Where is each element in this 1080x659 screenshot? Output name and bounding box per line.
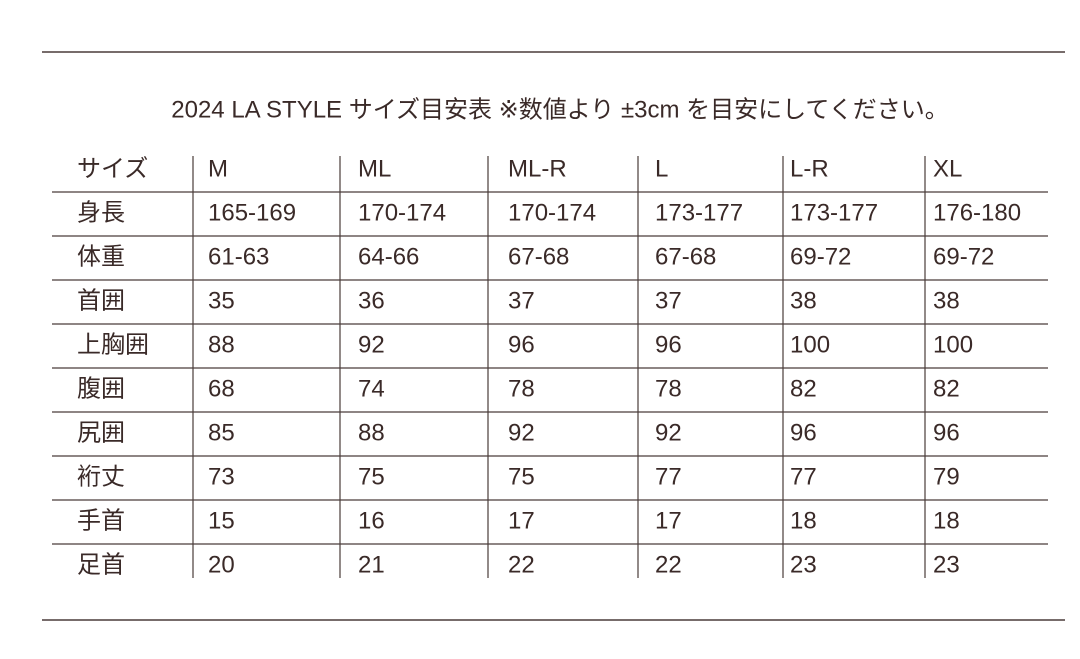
cell: 92: [358, 331, 385, 358]
cell: 36: [358, 287, 385, 314]
cell: 88: [358, 419, 385, 446]
header-cell: L: [655, 155, 668, 182]
cell: 82: [790, 375, 817, 402]
cell: 92: [508, 419, 535, 446]
cell: 170-174: [358, 199, 446, 226]
row-label: 尻囲: [77, 419, 125, 446]
cell: 20: [208, 551, 235, 578]
cell: 18: [933, 507, 960, 534]
cell: 96: [655, 331, 682, 358]
header-cell: ML-R: [508, 155, 567, 182]
cell: 37: [508, 287, 535, 314]
row-label: 身長: [77, 199, 125, 226]
header-cell: XL: [933, 155, 962, 182]
cell: 78: [655, 375, 682, 402]
cell: 75: [358, 463, 385, 490]
title: 2024 LA STYLE サイズ目安表 ※数値より ±3cm を目安にしてくだ…: [171, 96, 948, 123]
cell: 85: [208, 419, 235, 446]
cell: 35: [208, 287, 235, 314]
cell: 22: [508, 551, 535, 578]
cell: 173-177: [790, 199, 878, 226]
cell: 165-169: [208, 199, 296, 226]
cell: 69-72: [790, 243, 851, 270]
size-table: サイズ M ML ML-R L L-R XL 身長 165-169 170-174 170-174 1…: [52, 155, 1048, 578]
row-label: 手首: [77, 507, 125, 534]
cell: 22: [655, 551, 682, 578]
cell: 68: [208, 375, 235, 402]
cell: 77: [655, 463, 682, 490]
cell: 74: [358, 375, 385, 402]
cell: 16: [358, 507, 385, 534]
header-cell: L-R: [790, 155, 829, 182]
cell: 69-72: [933, 243, 994, 270]
cell: 75: [508, 463, 535, 490]
cell: 176-180: [933, 199, 1021, 226]
cell: 38: [790, 287, 817, 314]
cell: 73: [208, 463, 235, 490]
cell: 96: [790, 419, 817, 446]
header-cell: サイズ: [77, 155, 148, 182]
cell: 78: [508, 375, 535, 402]
cell: 61-63: [208, 243, 269, 270]
cell: 15: [208, 507, 235, 534]
row-label: 上胸囲: [77, 331, 149, 358]
cell: 17: [655, 507, 682, 534]
cell: 23: [790, 551, 817, 578]
cell: 173-177: [655, 199, 743, 226]
cell: 67-68: [655, 243, 716, 270]
cell: 18: [790, 507, 817, 534]
cell: 23: [933, 551, 960, 578]
cell: 38: [933, 287, 960, 314]
cell: 100: [933, 331, 973, 358]
cell: 67-68: [508, 243, 569, 270]
cell: 96: [933, 419, 960, 446]
cell: 88: [208, 331, 235, 358]
cell: 64-66: [358, 243, 419, 270]
cell: 77: [790, 463, 817, 490]
cell: 21: [358, 551, 385, 578]
cell: 96: [508, 331, 535, 358]
cell: 79: [933, 463, 960, 490]
header-cell: ML: [358, 155, 391, 182]
cell: 37: [655, 287, 682, 314]
row-label: 裄丈: [77, 463, 125, 490]
cell: 82: [933, 375, 960, 402]
cell: 92: [655, 419, 682, 446]
row-label: 腹囲: [77, 375, 125, 402]
cell: 100: [790, 331, 830, 358]
header-cell: M: [208, 155, 228, 182]
row-label: 体重: [77, 243, 125, 270]
cell: 170-174: [508, 199, 596, 226]
cell: 17: [508, 507, 535, 534]
row-label: 首囲: [77, 287, 125, 314]
row-label: 足首: [77, 551, 125, 578]
